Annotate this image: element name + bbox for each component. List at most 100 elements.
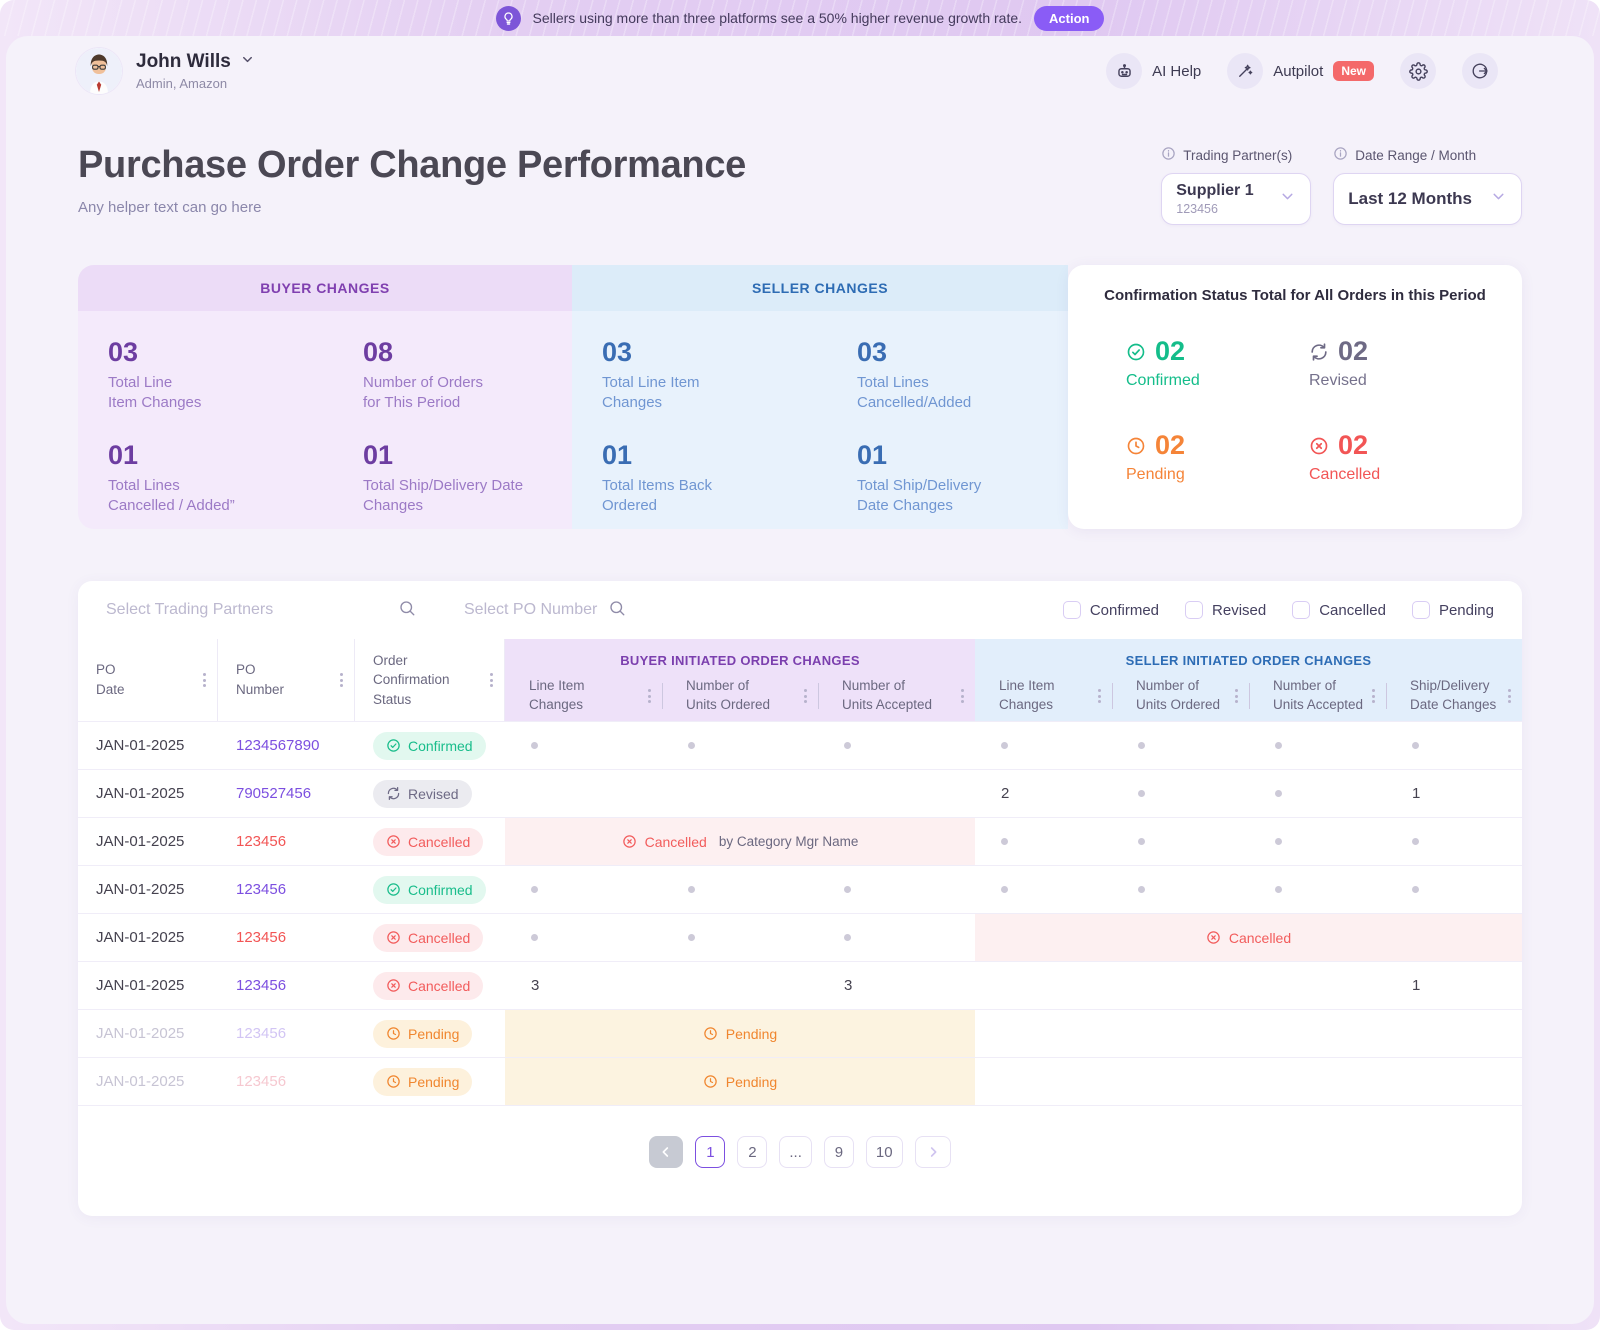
column-menu-icon[interactable] <box>1372 689 1375 703</box>
checkbox[interactable] <box>1185 601 1204 619</box>
cell-value: 1 <box>1412 977 1421 994</box>
buyer-column-group: BUYER INITIATED ORDER CHANGES Line Item C… <box>505 639 975 721</box>
banner-action-button[interactable]: Action <box>1034 5 1105 31</box>
po-number-link[interactable]: 123456 <box>236 881 287 898</box>
info-icon <box>1333 146 1348 164</box>
po-number-link[interactable]: 123456 <box>236 833 287 850</box>
placeholder-dot <box>1138 790 1145 797</box>
column-menu-icon[interactable] <box>203 673 206 687</box>
column-menu-icon[interactable] <box>1235 689 1238 703</box>
pagination-ellipsis[interactable]: ... <box>779 1136 812 1168</box>
seller-changes-section: SELLER CHANGES 03 Total Line Item Changes… <box>572 265 1068 529</box>
lightbulb-icon <box>495 5 521 31</box>
chevron-down-icon <box>1279 188 1296 210</box>
po-date-cell: JAN-01-2025 <box>96 785 185 802</box>
checkbox[interactable] <box>1062 601 1081 619</box>
buyer-data-cell <box>662 770 818 817</box>
buyer-data-cell <box>505 722 662 769</box>
trading-partner-select[interactable]: Supplier 1 123456 <box>1161 173 1312 225</box>
seller-data-cell <box>1386 818 1522 865</box>
stat-label: Pending <box>1126 466 1185 483</box>
pagination-page-2[interactable]: 2 <box>737 1136 768 1168</box>
user-menu[interactable]: John Wills Admin, Amazon <box>76 48 255 94</box>
po-number-link[interactable]: 123456 <box>236 929 287 946</box>
summary-panel: BUYER CHANGES 03 Total Line Item Changes 0… <box>78 265 1522 529</box>
po-number-link[interactable]: 123456 <box>236 1025 287 1042</box>
settings-gear-icon[interactable] <box>1400 53 1436 89</box>
buyer-stat: 03 Total Line Item Changes <box>108 337 363 414</box>
buyer-stat: 01 Total Lines Cancelled / Added” <box>108 440 363 517</box>
pagination-prev-button[interactable] <box>649 1136 684 1168</box>
stat-label: Cancelled <box>1309 466 1381 483</box>
status-cell: Confirmed <box>355 722 505 769</box>
search-icon <box>398 599 416 622</box>
po-number-cell: 1234567890 <box>218 722 355 769</box>
seller-data-cell <box>975 866 1112 913</box>
seller-data-cell <box>1112 962 1249 1009</box>
column-menu-icon[interactable] <box>648 689 651 703</box>
autopilot-button[interactable]: Autpilot New <box>1227 53 1374 89</box>
topbar-actions: AI Help Autpilot New <box>1106 53 1498 89</box>
new-badge: New <box>1333 61 1374 81</box>
seller-data-cell <box>1112 818 1249 865</box>
stat-label: Confirmed <box>1126 372 1200 389</box>
seller-data-cell <box>1249 818 1386 865</box>
checkbox-label: Confirmed <box>1089 601 1160 619</box>
placeholder-dot <box>1001 886 1008 893</box>
placeholder-dot <box>1275 742 1282 749</box>
placeholder-dot <box>1138 838 1145 845</box>
filter-checkbox-confirmed[interactable]: Confirmed <box>1062 601 1160 619</box>
checkbox[interactable] <box>1411 601 1430 619</box>
status-cell: Cancelled <box>355 818 505 865</box>
trading-partner-search-input[interactable] <box>106 601 392 619</box>
confirmation-stat-cancelled: 02 Cancelled <box>1309 430 1492 484</box>
pagination-page-10[interactable]: 10 <box>865 1136 903 1168</box>
column-menu-icon[interactable] <box>1098 689 1101 703</box>
pagination-page-1[interactable]: 1 <box>695 1136 726 1168</box>
column-menu-icon[interactable] <box>804 689 807 703</box>
status-badge: Cancelled <box>373 827 484 856</box>
status-cell: Pending <box>355 1058 505 1105</box>
seller-data-cell <box>1386 866 1522 913</box>
pagination-page-9[interactable]: 9 <box>823 1136 854 1168</box>
po-number-link[interactable]: 123456 <box>236 1073 287 1090</box>
po-number-link[interactable]: 790527456 <box>236 785 312 802</box>
status-badge: Cancelled <box>373 971 484 1000</box>
po-number-link[interactable]: 123456 <box>236 977 287 994</box>
date-range-select[interactable]: Last 12 Months <box>1333 173 1522 225</box>
po-number-cell: 123456 <box>218 962 355 1009</box>
banner-message: Sellers using more than three platforms … <box>532 10 1023 26</box>
column-header: Line Item Changes <box>975 671 1112 721</box>
seller-data-cell: 1 <box>1386 770 1522 817</box>
filter-checkbox-cancelled[interactable]: Cancelled <box>1292 601 1386 619</box>
seller-data-cell <box>1249 866 1386 913</box>
table-row: JAN-01-2025 123456 Cancelled 3 3 1 <box>78 961 1522 1009</box>
column-header: Number of Units Ordered <box>662 671 818 721</box>
ai-help-button[interactable]: AI Help <box>1106 53 1201 89</box>
buyer-changes-title: BUYER CHANGES <box>78 265 572 311</box>
checkbox[interactable] <box>1292 601 1311 619</box>
stat-label: Total Line Item Changes <box>108 374 202 412</box>
stat-value: 01 <box>363 439 394 470</box>
seller-column-group: SELLER INITIATED ORDER CHANGES Line Item … <box>975 639 1522 721</box>
status-filter-checkboxes: Confirmed Revised Cancelled Pending <box>1062 601 1494 619</box>
filter-checkbox-pending[interactable]: Pending <box>1411 601 1494 619</box>
logout-icon[interactable] <box>1462 53 1498 89</box>
confirmation-status-stats: 02 Confirmed 02 Revised 02 Pending 02 Cancelled <box>1126 336 1492 484</box>
column-menu-icon[interactable] <box>490 673 493 687</box>
info-icon <box>1161 146 1176 164</box>
status-suffix: by Category Mgr Name <box>718 834 859 849</box>
column-header: Number of Units Accepted <box>818 671 975 721</box>
column-menu-icon[interactable] <box>340 673 343 687</box>
column-menu-icon[interactable] <box>1508 689 1511 703</box>
po-number-link[interactable]: 1234567890 <box>236 737 320 754</box>
pagination-next-button[interactable] <box>914 1136 951 1168</box>
buyer-data-cell <box>662 722 818 769</box>
stat-value: 01 <box>857 439 888 470</box>
buyer-data-cell <box>818 770 975 817</box>
po-number-search-input[interactable] <box>464 601 602 619</box>
column-menu-icon[interactable] <box>961 689 964 703</box>
table-row: JAN-01-2025 123456 Confirmed <box>78 865 1522 913</box>
trading-partner-value: Supplier 1 <box>1176 182 1254 199</box>
filter-checkbox-revised[interactable]: Revised <box>1185 601 1266 619</box>
